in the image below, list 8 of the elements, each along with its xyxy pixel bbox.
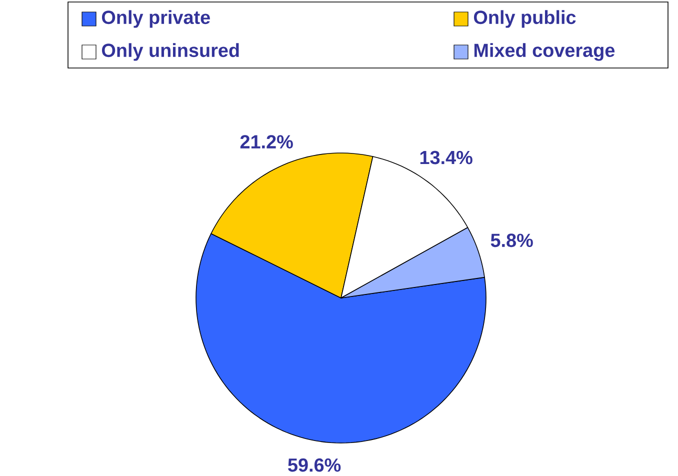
data-label: 13.4% [420, 150, 472, 164]
legend-label: Mixed coverage [474, 43, 615, 61]
data-label: 59.6% [288, 458, 341, 472]
data-label: 21.2% [240, 135, 293, 148]
legend-label: Only public [474, 10, 576, 28]
legend-label: Only private [102, 10, 210, 28]
legend-label: Only uninsured [102, 43, 239, 61]
data-label: 5.8% [490, 234, 533, 248]
